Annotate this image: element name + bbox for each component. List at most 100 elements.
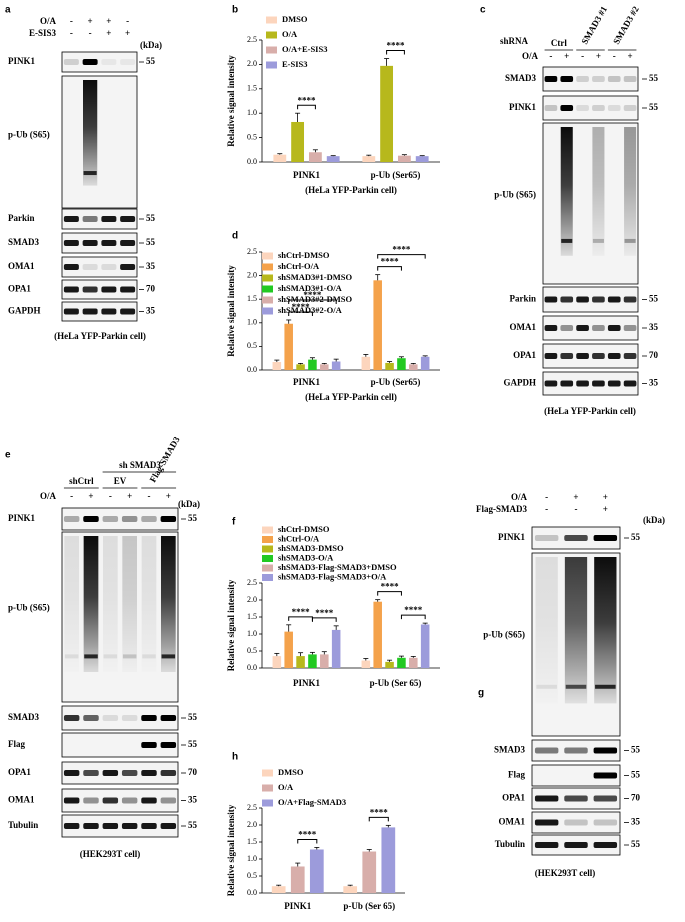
- significance-bracket: [386, 50, 405, 55]
- condition-label: O/A: [40, 491, 57, 501]
- blot-band: [101, 264, 117, 270]
- blot-band: [592, 380, 605, 387]
- y-tick-label: 1.0: [247, 318, 257, 327]
- blot-row-label: p-Ub (S65): [8, 603, 50, 613]
- legend-label: shSMAD3#1-DMSO: [278, 272, 353, 282]
- kda-label: 70: [146, 284, 156, 294]
- blot-row-label: OPA1: [8, 767, 31, 777]
- blot-band: [607, 380, 621, 387]
- blot-band: [564, 842, 588, 848]
- legend-swatch: [262, 274, 273, 282]
- blot-row-label: p-Ub (S65): [483, 629, 525, 639]
- x-axis-title: (HeLa YFP-Parkin cell): [305, 185, 397, 195]
- bar: [409, 657, 418, 668]
- y-tick-label: 1.0: [247, 629, 257, 638]
- significance-bracket: [377, 254, 426, 259]
- blot-smear: [624, 127, 637, 256]
- blot-band: [623, 296, 637, 303]
- blot-band: [623, 105, 637, 111]
- blot-band: [592, 105, 605, 111]
- blot-band: [141, 797, 157, 804]
- blot-frame: [61, 814, 179, 838]
- condition-sign: -: [581, 51, 584, 61]
- blot-band: [560, 296, 574, 303]
- blot-smear: [64, 536, 80, 672]
- kda-label: 55: [146, 237, 156, 247]
- blot-band: [607, 76, 621, 82]
- legend-swatch: [262, 536, 273, 543]
- blot-smear: [160, 536, 176, 672]
- y-tick-label: 2.5: [247, 803, 257, 812]
- blot-band: [84, 654, 98, 659]
- y-tick-label: 2.5: [247, 35, 257, 44]
- blot-band: [120, 264, 136, 270]
- blot-band: [102, 516, 119, 522]
- legend-label: shSMAD3#2-DMSO: [278, 294, 353, 304]
- blot-row-label: Tubulin: [8, 820, 38, 830]
- significance-label: ****: [298, 95, 317, 105]
- condition-sign: +: [596, 51, 601, 61]
- blot-frame: [542, 122, 639, 285]
- blot-band: [623, 76, 637, 82]
- blot-row-label: GAPDH: [504, 378, 537, 388]
- blot-frame: [61, 761, 179, 785]
- blot-smear: [141, 536, 157, 672]
- blot-band: [121, 516, 138, 522]
- blot-smear: [83, 80, 98, 186]
- kda-label: 35: [146, 306, 156, 316]
- significance-bracket: [368, 816, 389, 822]
- condition-label: E-SIS3: [29, 28, 57, 38]
- y-tick-label: 2.0: [247, 820, 257, 829]
- condition-sign: -: [545, 492, 548, 502]
- bar: [320, 654, 329, 668]
- blot-frame: [61, 208, 138, 230]
- condition-sign: -: [89, 28, 92, 38]
- kda-label: 35: [188, 795, 198, 805]
- significance-bracket: [400, 614, 426, 620]
- condition-label: Flag-SMAD3: [476, 504, 527, 514]
- y-tick-label: 2.5: [247, 247, 257, 256]
- y-tick-label: 1.0: [247, 108, 257, 117]
- blot-band: [534, 795, 559, 802]
- panel-letter: f: [232, 517, 236, 528]
- blot-band: [593, 772, 618, 779]
- legend-label: O/A+Flag-SMAD3: [278, 797, 346, 807]
- legend-label: O/A: [282, 29, 298, 39]
- blot-band: [121, 715, 138, 721]
- kda-label: 55: [631, 745, 641, 755]
- significance-bracket: [288, 299, 337, 304]
- blot-band: [82, 264, 98, 270]
- significance-label: ****: [370, 807, 389, 817]
- blot-frame: [61, 301, 138, 322]
- y-tick-label: 1.0: [247, 854, 257, 863]
- condition-sign: +: [564, 51, 569, 61]
- blot-band: [576, 353, 589, 359]
- blot-band: [82, 240, 98, 246]
- bar: [308, 654, 317, 668]
- significance-bracket: [297, 838, 318, 844]
- x-tick-label: p-Ub (Ser 65): [343, 901, 395, 911]
- blot-band: [560, 105, 574, 111]
- significance-label: ****: [381, 257, 400, 267]
- blot-band: [121, 770, 138, 776]
- blot-band: [592, 76, 605, 82]
- significance-bracket: [377, 266, 402, 271]
- condition-sign: +: [88, 491, 93, 501]
- blot-band: [63, 308, 79, 315]
- blot-band: [102, 715, 119, 721]
- blot-smear: [560, 127, 573, 256]
- bar: [373, 280, 382, 370]
- x-tick-label: p-Ub (Ser65): [371, 377, 421, 387]
- blot-band: [623, 325, 637, 331]
- blot-row-label: SMAD3: [505, 73, 536, 83]
- y-tick-label: 0.0: [247, 157, 257, 166]
- bar: [373, 601, 382, 668]
- bar: [397, 657, 406, 668]
- legend-label: shSMAD3#2-O/A: [278, 305, 343, 315]
- legend-swatch: [266, 31, 277, 39]
- blot-frame: [61, 256, 138, 278]
- blot-row-label: SMAD3: [8, 712, 39, 722]
- blot-row-label: Flag: [8, 739, 25, 749]
- blot-band: [592, 296, 605, 303]
- y-tick-label: 0.5: [247, 341, 257, 350]
